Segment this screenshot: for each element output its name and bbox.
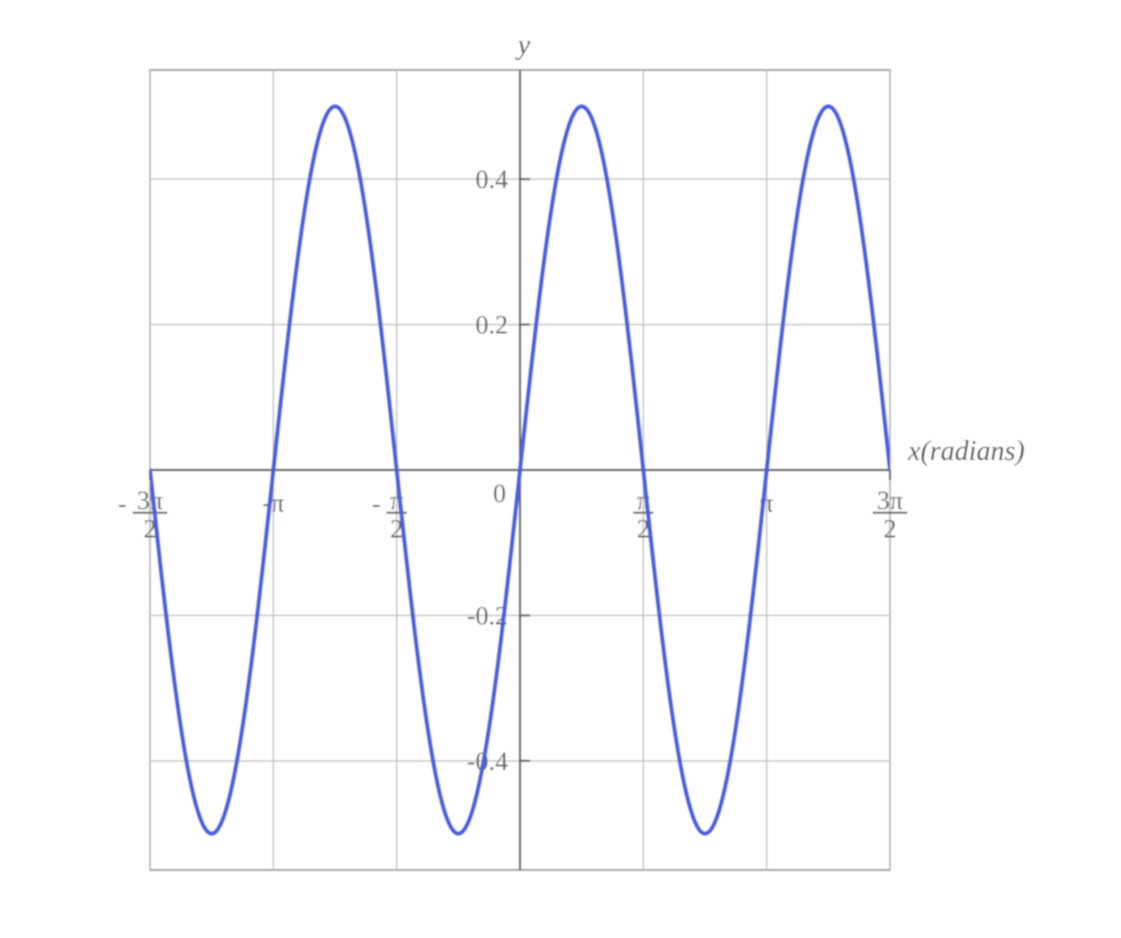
y-axis-label: y	[515, 30, 531, 61]
y-tick-label: 0.4	[476, 165, 509, 194]
origin-label: 0	[493, 479, 506, 508]
y-tick-label: 0.2	[476, 311, 509, 340]
x-axis-label: x(radians)	[907, 436, 1025, 467]
svg-text:2: 2	[884, 514, 897, 543]
svg-text:3π: 3π	[137, 486, 163, 515]
trig-chart: 0.40.2-0.2-0.4-3π2-π-π20π2π3π2yx(radians…	[0, 0, 1121, 938]
chart-container: 0.40.2-0.2-0.4-3π2-π-π20π2π3π2yx(radians…	[0, 0, 1121, 938]
x-tick-label: -π	[262, 488, 284, 517]
svg-text:3π: 3π	[877, 486, 903, 515]
svg-text:-: -	[372, 490, 381, 519]
svg-text:-: -	[118, 490, 127, 519]
